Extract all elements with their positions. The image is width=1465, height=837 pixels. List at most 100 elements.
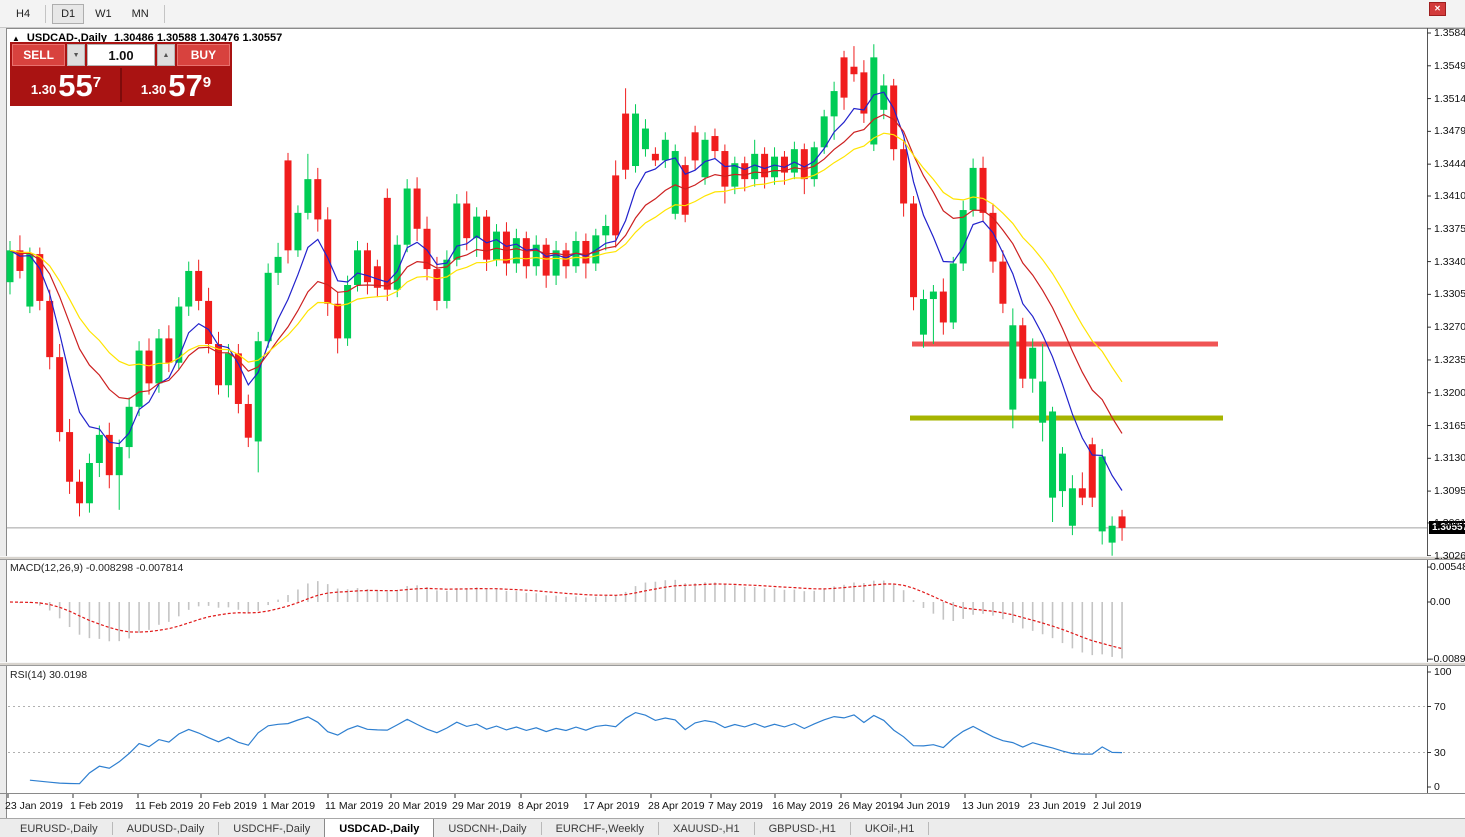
price-axis-label: 1.30950 (1434, 485, 1465, 498)
rsi-axis-label: 70 (1434, 700, 1446, 713)
chart-tab-gbpusd[interactable]: GBPUSD-,H1 (768, 822, 836, 835)
timeframe-button-mn[interactable]: MN (131, 7, 149, 20)
rsi-pane-splitter[interactable] (0, 662, 1465, 666)
volume-decrease-button[interactable]: ▼ (67, 44, 85, 66)
ma-slow-line (9, 132, 1123, 383)
support-line[interactable] (910, 415, 1223, 421)
quote-divider (120, 68, 122, 102)
chart-tab-usdcad[interactable]: USDCAD-,Daily (324, 819, 435, 837)
candlesticks (6, 44, 1126, 556)
macd-histogram (19, 579, 1123, 659)
date-axis-label: 29 Mar 2019 (452, 800, 511, 812)
timeframe-toolbar: H4 D1 W1 MN ✕ (0, 0, 1465, 28)
rsi-axis-label: 100 (1434, 666, 1452, 678)
close-icon[interactable]: ✕ (1429, 2, 1446, 16)
timeframe-button-w1[interactable]: W1 (95, 7, 112, 20)
price-axis-label: 1.35140 (1434, 92, 1465, 105)
macd-pane-splitter[interactable] (0, 556, 1465, 560)
one-click-trading-panel: SELL ▼ ▲ BUY 1.30 55 7 1.30 57 9 (10, 42, 232, 106)
chart-tab-usdchf[interactable]: USDCHF-,Daily (233, 822, 311, 835)
tab-separator (111, 822, 113, 835)
current-price-tag: 1.30557 (1429, 521, 1465, 535)
price-axis-label: 1.30610 (1434, 516, 1465, 529)
ma-fast-line (9, 91, 1123, 491)
price-axis-label: 1.35490 (1434, 59, 1465, 72)
buy-button[interactable]: BUY (176, 44, 230, 66)
chart-tab-audusd[interactable]: AUDUSD-,Daily (126, 822, 205, 835)
price-axis-label: 1.32000 (1434, 386, 1465, 399)
timeframe-button-d1[interactable]: D1 (52, 3, 85, 24)
date-axis-label: 23 Jan 2019 (5, 800, 63, 812)
timeframe-buttons: H4 D1 W1 MN (0, 3, 170, 24)
chart-tab-usdcnh[interactable]: USDCNH-,Daily (448, 822, 527, 835)
tab-separator (753, 822, 755, 835)
sell-button[interactable]: SELL (12, 44, 66, 66)
toolbar-separator (163, 4, 165, 23)
price-axis-label: 1.32350 (1434, 353, 1465, 366)
chart-header: ▲ USDCAD-,Daily 1.30486 1.30588 1.30476 … (12, 32, 282, 44)
sell-price-main: 55 (58, 68, 93, 103)
tab-separator (540, 822, 542, 835)
rsi-axis-label: 0 (1434, 781, 1440, 793)
collapse-triangle-icon[interactable]: ▲ (12, 33, 20, 43)
tab-separator (849, 822, 851, 835)
price-axis-label: 1.34100 (1434, 190, 1465, 202)
date-axis-label: 20 Mar 2019 (388, 800, 447, 812)
date-axis-label: 23 Jun 2019 (1028, 800, 1086, 812)
rsi-line (29, 711, 1123, 785)
chart-tab-bar: EURUSD-,Daily AUDUSD-,Daily USDCHF-,Daily U… (0, 818, 1465, 837)
price-axis-label: 1.31300 (1434, 452, 1465, 465)
date-axis-label: 26 May 2019 (838, 800, 899, 812)
date-axis-label: 1 Feb 2019 (70, 800, 124, 812)
volume-input[interactable] (87, 44, 155, 66)
price-axis-label: 1.33400 (1434, 255, 1465, 268)
price-axis-label: 1.33050 (1434, 288, 1465, 301)
price-axis-label: 1.32700 (1434, 321, 1465, 334)
macd-axis-label: -0.008973 (1430, 653, 1465, 666)
date-axis-label: 2 Jul 2019 (1093, 800, 1142, 812)
date-axis-label: 16 May 2019 (772, 800, 833, 812)
buy-price-main: 57 (168, 68, 203, 103)
chart-tab-xauusd[interactable]: XAUUSD-,H1 (672, 822, 740, 835)
chart-tab-eurchf[interactable]: EURCHF-,Weekly (555, 822, 644, 835)
rsi-axis-label: 30 (1434, 746, 1446, 759)
chart-ohlc-values: 1.30486 1.30588 1.30476 1.30557 (114, 32, 283, 44)
chart-tab-eurusd[interactable]: EURUSD-,Daily (20, 822, 98, 835)
macd-axis-label: 0.00 (1430, 596, 1451, 608)
resistance-line[interactable] (912, 341, 1218, 347)
date-axis-label: 11 Feb 2019 (135, 800, 194, 812)
date-axis-label: 28 Apr 2019 (648, 800, 705, 812)
rsi-indicator-label: RSI(14) 30.0198 (10, 669, 88, 681)
date-axis-label: 1 Mar 2019 (262, 800, 316, 812)
chevron-up-icon: ▲ (162, 51, 170, 59)
date-axis-label: 13 Jun 2019 (962, 800, 1020, 812)
macd-axis-label: 0.005484 (1430, 561, 1465, 574)
macd-signal-line (9, 583, 1123, 650)
tab-separator (657, 822, 659, 835)
chart-title: USDCAD-,Daily (26, 32, 107, 44)
date-axis-label: 4 Jun 2019 (898, 800, 950, 812)
toolbar-separator (45, 4, 47, 23)
tab-separator (218, 822, 220, 835)
volume-increase-button[interactable]: ▲ (157, 44, 175, 66)
price-axis-label: 1.33750 (1434, 222, 1465, 235)
sell-price-pip: 7 (92, 74, 102, 91)
ma-mid-line (9, 113, 1123, 434)
date-axis-label: 20 Feb 2019 (198, 800, 257, 812)
timeframe-button-h4[interactable]: H4 (16, 7, 31, 20)
sell-price-quote[interactable]: 1.30 55 7 (12, 66, 120, 102)
macd-indicator-label: MACD(12,26,9) -0.008298 -0.007814 (10, 562, 184, 574)
buy-price-quote[interactable]: 1.30 57 9 (122, 66, 230, 102)
price-axis-label: 1.34790 (1434, 125, 1465, 138)
date-axis-label: 17 Apr 2019 (583, 800, 640, 812)
chevron-down-icon: ▼ (72, 51, 80, 59)
chart-tab-ukoil[interactable]: UKOil-,H1 (864, 822, 915, 835)
date-axis-label: 11 Mar 2019 (325, 800, 384, 812)
date-axis-label: 8 Apr 2019 (518, 800, 569, 812)
price-axis-label: 1.35840 (1434, 27, 1465, 39)
price-axis-label: 1.31650 (1434, 419, 1465, 432)
buy-price-pip: 9 (202, 74, 212, 91)
